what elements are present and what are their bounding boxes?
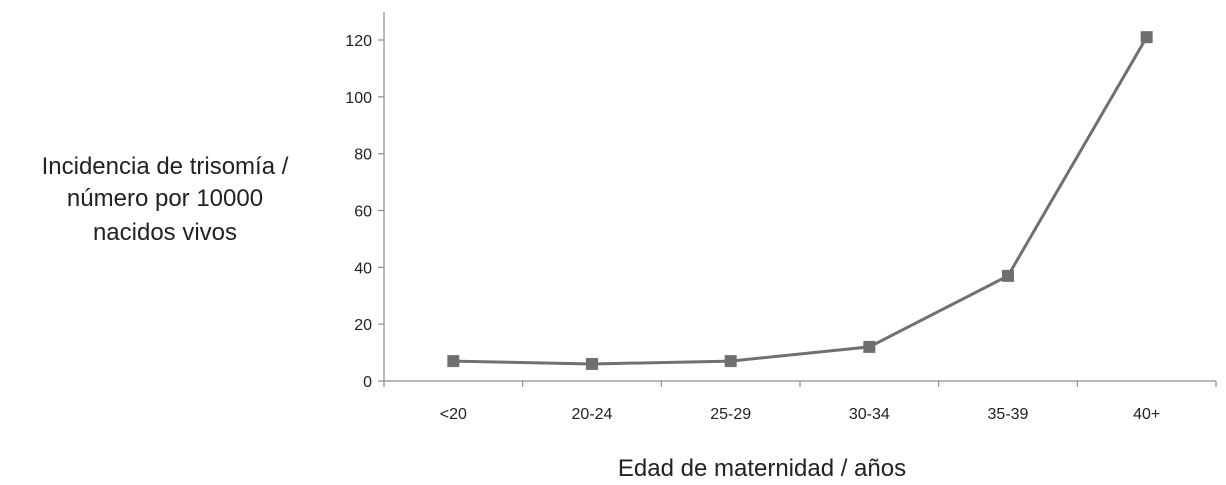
- x-tick-label: 20-24: [572, 406, 613, 423]
- data-point: [586, 357, 598, 370]
- data-point: [1140, 31, 1153, 44]
- y-tick-label: 40: [354, 260, 372, 277]
- axes: [383, 12, 1216, 382]
- y-tick-label: 80: [354, 147, 372, 164]
- data-point: [724, 355, 737, 368]
- x-tick-label: 25-29: [710, 406, 751, 423]
- data-point: [1002, 269, 1014, 282]
- x-ticks: <20 20-24 25-29 30-34 35-39 40+: [383, 381, 1217, 423]
- y-tick-label: 100: [345, 90, 372, 107]
- x-tick-label: 35-39: [988, 406, 1029, 423]
- series-group: [447, 31, 1153, 370]
- x-axis-title: Edad de maternidad / años: [618, 455, 906, 482]
- y-tick-label: 120: [345, 33, 372, 50]
- data-point: [447, 355, 460, 368]
- y-ticks: 0 20 40 60 80 100 120: [345, 33, 384, 391]
- series-line: [453, 36, 1148, 366]
- x-tick-label: 30-34: [849, 406, 890, 423]
- y-axis-title-line-1: Incidencia de trisomía /: [42, 153, 289, 180]
- y-tick-label: 20: [354, 317, 372, 334]
- x-tick-label: <20: [440, 406, 467, 423]
- data-point: [863, 340, 876, 353]
- y-axis-title-line-3: nacidos vivos: [93, 219, 237, 246]
- y-axis-title: Incidencia de trisomía / número por 1000…: [42, 153, 289, 246]
- y-tick-label: 0: [363, 374, 372, 391]
- x-tick-label: 40+: [1133, 406, 1160, 423]
- y-axis-title-line-2: número por 10000: [67, 185, 263, 212]
- y-tick-label: 60: [354, 204, 372, 221]
